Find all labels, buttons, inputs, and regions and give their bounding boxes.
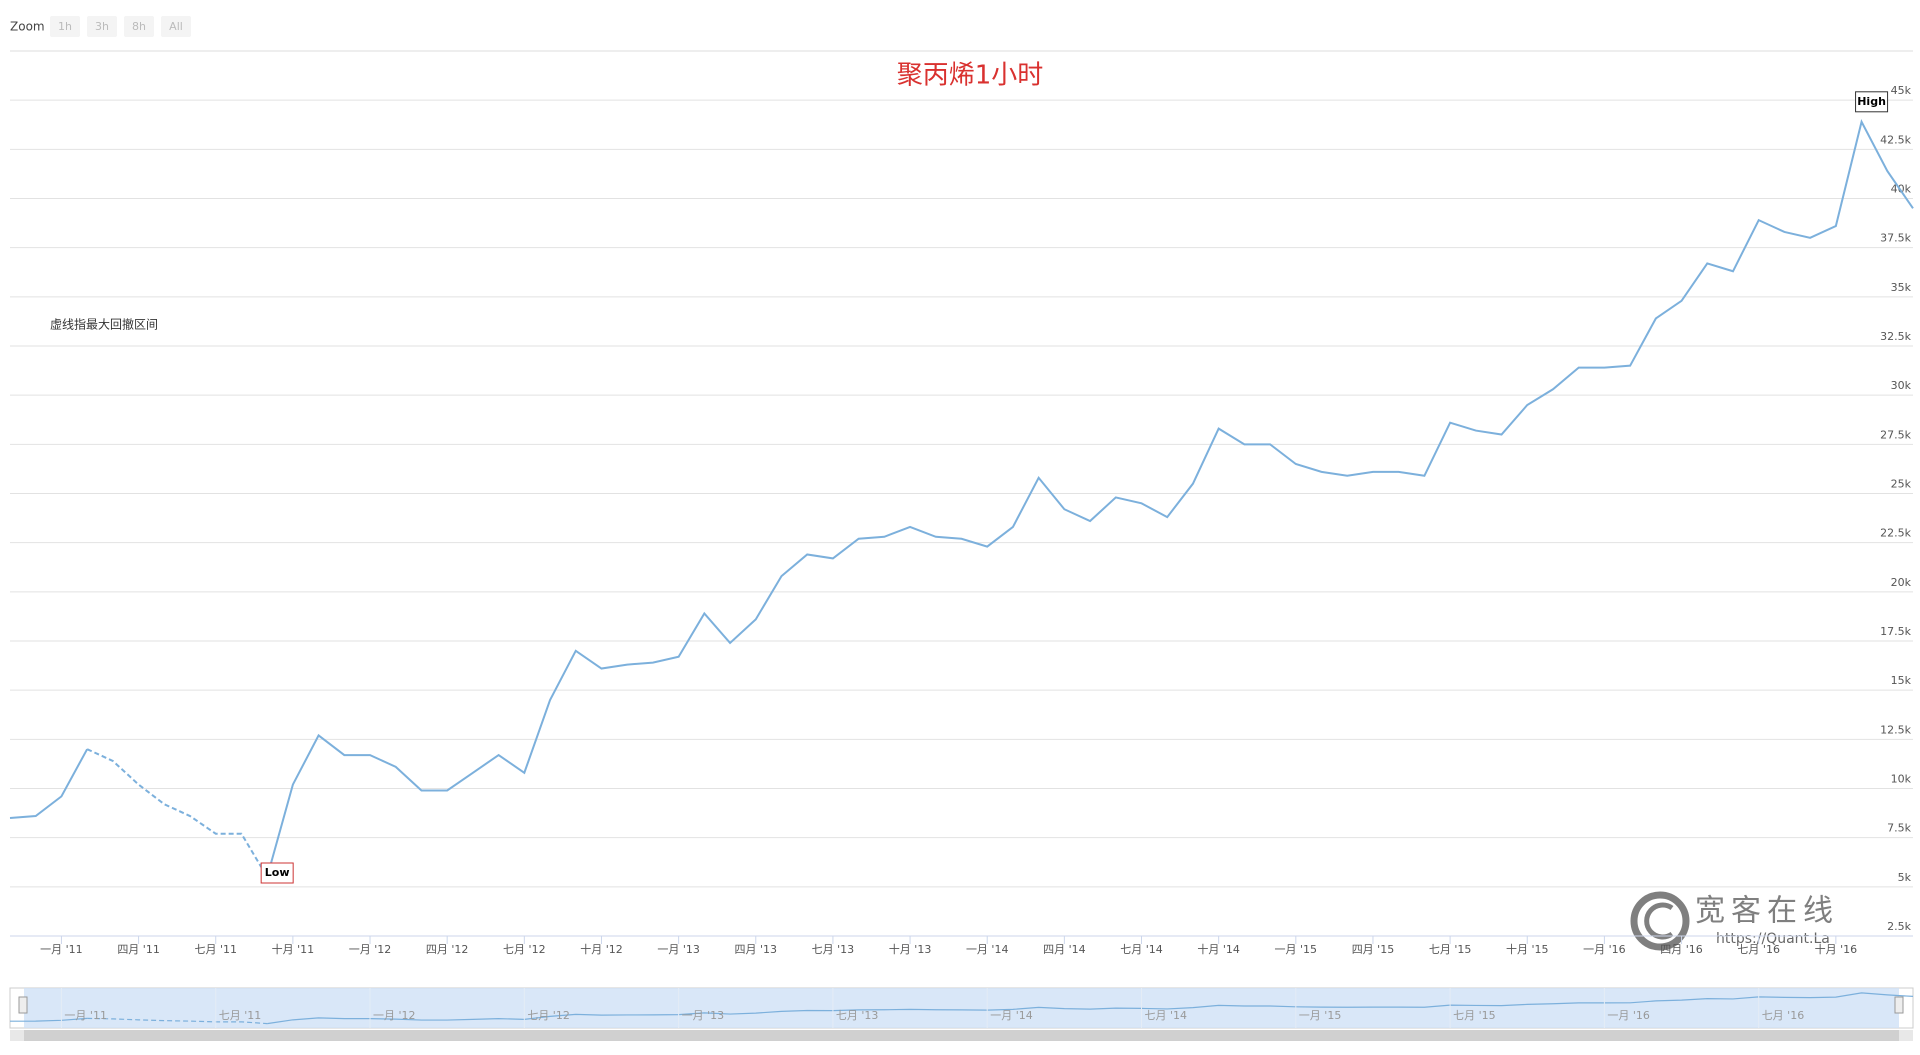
x-tick-label: 七月 '15 — [1429, 943, 1472, 956]
y-tick-label: 32.5k — [1880, 330, 1911, 343]
flag-label: Low — [265, 866, 290, 879]
zoom-button[interactable] — [124, 16, 154, 37]
x-tick-label: 一月 '15 — [1275, 943, 1318, 956]
x-tick-label: 十月 '11 — [272, 942, 315, 956]
x-tick-label: 七月 '11 — [194, 943, 237, 956]
series-line — [266, 118, 1914, 878]
watermark: 宽客在线 https://Quant.La — [1630, 891, 1839, 951]
navigator-tick-label: 一月 '11 — [64, 1009, 107, 1022]
series-line — [9, 748, 89, 819]
x-tick-label: 一月 '12 — [349, 943, 392, 956]
navigator-handle[interactable] — [18, 996, 28, 1014]
navigator-handle[interactable] — [1894, 996, 1904, 1014]
watermark-url: https://Quant.La — [1716, 931, 1830, 947]
navigator-tick-label: 一月 '13 — [682, 1009, 725, 1022]
x-tick-label: 十月 '15 — [1506, 942, 1549, 956]
y-tick-label: 7.5k — [1887, 822, 1911, 835]
navigator-tick-label: 七月 '14 — [1145, 1009, 1188, 1022]
zoom-button-label: 1h — [58, 20, 72, 33]
navigator-tick-label: 一月 '15 — [1299, 1009, 1342, 1022]
y-tick-label: 15k — [1891, 674, 1912, 687]
x-tick-label: 四月 '15 — [1352, 943, 1395, 956]
x-tick-label: 一月 '16 — [1583, 943, 1626, 956]
x-tick-label: 四月 '16 — [1660, 943, 1703, 956]
y-tick-label: 42.5k — [1880, 133, 1911, 146]
flag-box — [1855, 91, 1889, 113]
flag-label: High — [1857, 95, 1886, 108]
navigator-tick-label: 七月 '11 — [219, 1009, 262, 1022]
zoom-button-label: 8h — [132, 20, 146, 33]
y-tick-label: 12.5k — [1880, 723, 1911, 736]
y-tick-label: 35k — [1891, 281, 1912, 294]
watermark-title: 宽客在线 — [1695, 894, 1839, 929]
navigator-tick-label: 七月 '16 — [1762, 1009, 1805, 1022]
x-tick-label: 七月 '14 — [1120, 943, 1163, 956]
chart-title: 聚丙烯1小时 — [897, 61, 1044, 91]
navigator-line — [9, 1017, 88, 1022]
x-tick-label: 一月 '14 — [966, 943, 1009, 956]
x-tick-label: 四月 '12 — [426, 943, 469, 956]
y-tick-label: 27.5k — [1880, 428, 1911, 441]
annotation: 虚线指最大回撤区间 — [50, 317, 158, 332]
zoom-button[interactable] — [87, 16, 117, 37]
x-tick-label: 一月 '13 — [657, 943, 700, 956]
x-tick-label: 一月 '11 — [40, 943, 83, 956]
x-tick-label: 十月 '12 — [580, 942, 623, 956]
flag-box — [260, 862, 294, 884]
x-tick-label: 七月 '12 — [503, 943, 546, 956]
y-tick-label: 25k — [1891, 478, 1912, 491]
y-tick-label: 30k — [1891, 379, 1912, 392]
navigator-tick-label: 七月 '15 — [1453, 1009, 1496, 1022]
y-tick-label: 5k — [1898, 871, 1912, 884]
navigator-tick-label: 七月 '13 — [836, 1009, 879, 1022]
navigator-selection[interactable] — [24, 988, 1899, 1028]
navigator-tick-label: 一月 '16 — [1607, 1009, 1650, 1022]
x-tick-label: 四月 '13 — [735, 943, 778, 956]
logo — [1644, 902, 1674, 940]
zoom-button-label: 3h — [95, 20, 109, 33]
y-tick-label: 17.5k — [1880, 625, 1911, 638]
x-tick-label: 十月 '13 — [889, 942, 932, 956]
y-tick-label: 10k — [1891, 773, 1912, 786]
y-tick-label: 40k — [1891, 183, 1912, 196]
logo — [1630, 891, 1690, 951]
y-tick-label: 45k — [1891, 84, 1912, 97]
navigator-tick-label: 一月 '14 — [990, 1009, 1033, 1022]
series-line — [86, 748, 269, 878]
scrollbar-thumb[interactable] — [24, 1030, 1899, 1041]
x-tick-label: 四月 '11 — [117, 943, 160, 956]
navigator-tick-label: 七月 '12 — [527, 1009, 570, 1022]
x-tick-label: 七月 '13 — [812, 943, 855, 956]
x-tick-label: 四月 '14 — [1043, 943, 1086, 956]
x-tick-label: 十月 '14 — [1197, 942, 1240, 956]
navigator-tick-label: 一月 '12 — [373, 1009, 416, 1022]
navigator-line — [87, 1017, 268, 1025]
x-tick-label: 十月 '16 — [1815, 942, 1858, 956]
y-tick-label: 20k — [1891, 576, 1912, 589]
navigator-line — [267, 992, 1914, 1025]
x-tick-label: 七月 '16 — [1737, 943, 1780, 956]
zoom-button[interactable] — [161, 16, 191, 37]
zoom-label: Zoom — [10, 20, 45, 34]
y-tick-label: 2.5k — [1887, 920, 1911, 933]
zoom-button[interactable] — [50, 16, 80, 37]
y-tick-label: 22.5k — [1880, 527, 1911, 540]
zoom-button-label: All — [169, 20, 183, 33]
y-tick-label: 37.5k — [1880, 232, 1911, 245]
